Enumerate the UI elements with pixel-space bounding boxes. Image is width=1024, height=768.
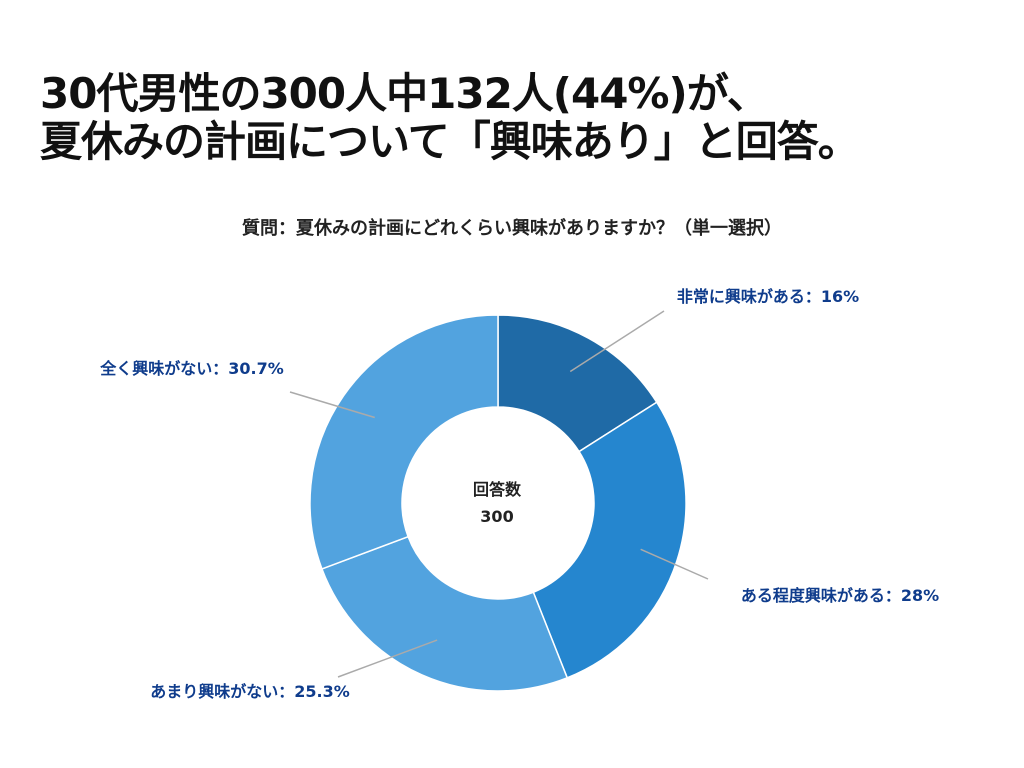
slice-label-3: あまり興味がない：25.3% [150, 682, 350, 701]
headline: 30代男性の300人中132人(44%)が、 夏休みの計画について「興味あり」と… [40, 70, 1000, 166]
chart-title: 質問：夏休みの計画にどれくらい興味がありますか？（単一選択） [242, 218, 782, 239]
leader-line-1 [569, 310, 665, 373]
slice-label-4: 全く興味がない：30.7% [99, 359, 284, 378]
slice-label-1: 非常に興味がある：16% [677, 287, 859, 306]
headline-line-2: 夏休みの計画について「興味あり」と回答。 [40, 117, 860, 166]
slice-4 [309, 314, 499, 570]
leader-line-2 [640, 548, 709, 580]
center-label: 回答数 [473, 480, 522, 499]
slice-2 [532, 401, 687, 679]
headline-line-1: 30代男性の300人中132人(44%)が、 [40, 69, 769, 118]
leader-line-4 [289, 391, 375, 419]
slice-3 [320, 535, 569, 692]
slice-label-2: ある程度興味がある：28% [741, 586, 939, 605]
leader-line-3 [337, 639, 438, 678]
center-value: 300 [480, 507, 513, 526]
slice-1 [497, 314, 658, 453]
